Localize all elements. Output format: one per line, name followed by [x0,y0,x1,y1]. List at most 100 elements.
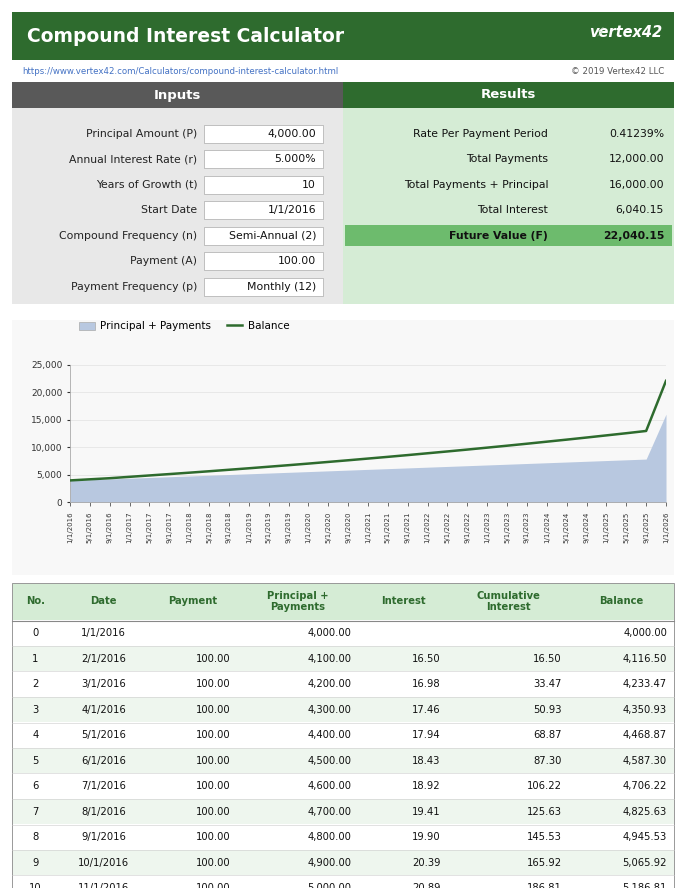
Text: Interest: Interest [381,597,425,607]
Text: 9: 9 [32,858,38,868]
Text: Total Interest: Total Interest [477,205,548,215]
Bar [343,108,674,305]
Text: 4,116.50: 4,116.50 [623,654,667,663]
Text: 33.47: 33.47 [534,679,562,689]
Bar [12,748,674,773]
Text: 18.43: 18.43 [412,756,440,765]
Text: © 2019 Vertex42 LLC: © 2019 Vertex42 LLC [571,67,664,75]
Text: 17.94: 17.94 [412,730,440,741]
Bar [12,773,674,799]
Text: 4,500.00: 4,500.00 [307,756,351,765]
Text: Total Payments + Principal: Total Payments + Principal [404,179,548,190]
Bar [204,226,323,245]
Text: 100.00: 100.00 [196,832,230,842]
Text: 4,900.00: 4,900.00 [307,858,351,868]
Text: 4/1/2016: 4/1/2016 [81,705,126,715]
Text: 100.00: 100.00 [196,679,230,689]
Legend: Principal + Payments, Balance: Principal + Payments, Balance [75,317,294,336]
Text: vertex42: vertex42 [589,25,662,39]
Text: 4,200.00: 4,200.00 [307,679,351,689]
Text: 4,945.53: 4,945.53 [623,832,667,842]
Text: 20.89: 20.89 [412,884,440,888]
Text: 8/1/2016: 8/1/2016 [81,807,126,817]
Bar [12,583,674,621]
Text: 5.000%: 5.000% [274,155,316,164]
Text: Compound Interest Calculator: Compound Interest Calculator [27,27,344,45]
Bar [12,583,674,888]
Bar [345,225,672,247]
Text: 9/1/2016: 9/1/2016 [81,832,126,842]
Text: 100.00: 100.00 [196,781,230,791]
Text: 5,065.92: 5,065.92 [622,858,667,868]
Text: 100.00: 100.00 [278,257,316,266]
Text: 4,000.00: 4,000.00 [307,628,351,638]
Text: 2/1/2016: 2/1/2016 [81,654,126,663]
Text: 4,600.00: 4,600.00 [307,781,351,791]
Text: 6/1/2016: 6/1/2016 [81,756,126,765]
Text: 4,300.00: 4,300.00 [307,705,351,715]
Text: Total Payments: Total Payments [466,155,548,164]
Text: Compound Frequency (n): Compound Frequency (n) [59,231,198,241]
Text: 10: 10 [303,179,316,190]
Text: 4,000.00: 4,000.00 [623,628,667,638]
Text: 3: 3 [32,705,38,715]
Bar [12,82,343,108]
Text: Inputs: Inputs [154,89,201,101]
Text: 16.50: 16.50 [533,654,562,663]
Bar [12,697,674,723]
Text: ⚡: ⚡ [596,26,605,38]
Text: 100.00: 100.00 [196,858,230,868]
Text: 100.00: 100.00 [196,756,230,765]
Text: 19.90: 19.90 [412,832,440,842]
Text: 2: 2 [32,679,38,689]
Bar [12,671,674,697]
Text: 10: 10 [29,884,42,888]
Text: 4,800.00: 4,800.00 [307,832,351,842]
Bar [12,799,674,824]
Text: 3/1/2016: 3/1/2016 [81,679,126,689]
Text: 19.41: 19.41 [412,807,440,817]
Text: Cumulative
Interest: Cumulative Interest [476,591,540,613]
Text: Balance: Balance [600,597,643,607]
Text: 4,825.63: 4,825.63 [623,807,667,817]
Text: 1/1/2016: 1/1/2016 [268,205,316,215]
Text: Payment Frequency (p): Payment Frequency (p) [71,281,198,292]
Text: 12,000.00: 12,000.00 [608,155,664,164]
Text: Payment: Payment [168,597,217,607]
Text: 165.92: 165.92 [527,858,562,868]
Text: 11/1/2016: 11/1/2016 [78,884,129,888]
Text: 16.50: 16.50 [412,654,440,663]
Text: 6,040.15: 6,040.15 [615,205,664,215]
Bar [343,82,674,108]
Bar [12,320,674,575]
Text: 17.46: 17.46 [412,705,440,715]
Text: 4,000.00: 4,000.00 [268,129,316,139]
Text: 5,000.00: 5,000.00 [307,884,351,888]
Text: 20.39: 20.39 [412,858,440,868]
Text: Results: Results [481,89,536,101]
Bar [12,850,674,876]
Text: 1: 1 [32,654,38,663]
Text: 125.63: 125.63 [527,807,562,817]
Text: Payment (A): Payment (A) [130,257,198,266]
Bar [204,150,323,168]
Text: 8: 8 [32,832,38,842]
Text: 0.41239%: 0.41239% [609,129,664,139]
Text: 5,186.81: 5,186.81 [623,884,667,888]
Text: 5/1/2016: 5/1/2016 [81,730,126,741]
Text: 100.00: 100.00 [196,705,230,715]
Text: Future Value (F): Future Value (F) [449,231,548,241]
Text: 50.93: 50.93 [533,705,562,715]
Text: 106.22: 106.22 [527,781,562,791]
Bar [204,252,323,270]
Text: 10/1/2016: 10/1/2016 [78,858,129,868]
Text: Years of Growth (t): Years of Growth (t) [96,179,198,190]
Bar [12,621,674,646]
Bar [12,723,674,748]
Text: 4,587.30: 4,587.30 [623,756,667,765]
Text: 100.00: 100.00 [196,730,230,741]
Text: 186.81: 186.81 [527,884,562,888]
Text: 1/1/2016: 1/1/2016 [81,628,126,638]
Bar [204,202,323,219]
Text: 16.98: 16.98 [412,679,440,689]
